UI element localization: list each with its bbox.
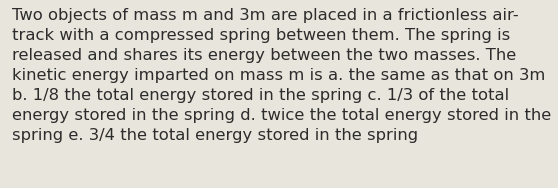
Text: Two objects of mass m and 3m are placed in a frictionless air-
track with a comp: Two objects of mass m and 3m are placed …	[12, 8, 551, 143]
